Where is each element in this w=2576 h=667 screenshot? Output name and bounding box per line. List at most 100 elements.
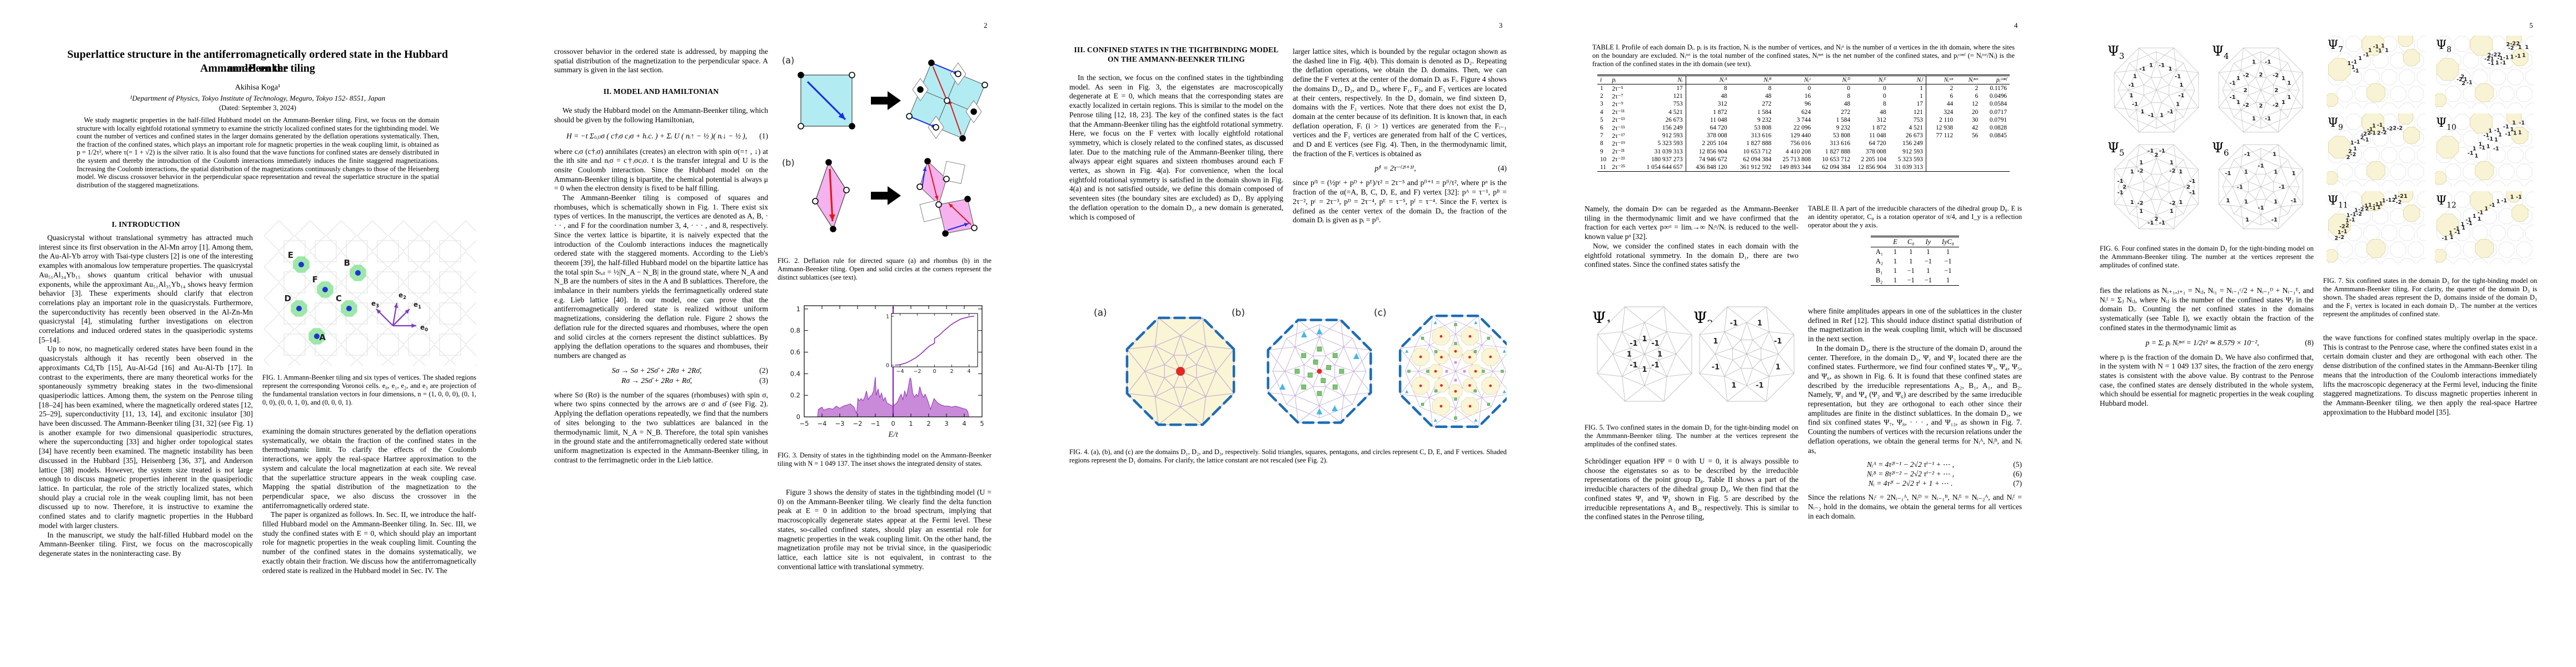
- translation-vector-label-e2: e2: [398, 291, 406, 301]
- vertex-dot-B: [355, 270, 361, 276]
- confined-state-amplitude: 1: [2497, 198, 2500, 205]
- page-number-5: 5: [2529, 21, 2533, 29]
- fig4-label-a: (a): [1094, 307, 1107, 318]
- figure-4-domains-d1-d2-d3: (a) (b) (c): [1094, 307, 1507, 429]
- confined-state-amplitude: 1: [2450, 235, 2454, 241]
- confined-state-amplitude: -2: [2510, 41, 2516, 47]
- confined-state-amplitude: 1: [2354, 207, 2358, 213]
- vertex-label-E: E: [288, 250, 293, 260]
- confined-state-amplitude: 2: [2506, 42, 2510, 48]
- paragraph: Now, we consider the confined states in …: [1585, 241, 1798, 269]
- confined-state-amplitude: -1: [2376, 48, 2382, 54]
- confined-state-amplitude: -2: [2273, 73, 2279, 79]
- confined-state-amplitude: 1: [2274, 170, 2278, 176]
- confined-state-amplitude: 1: [2479, 141, 2483, 147]
- svg-text:0: 0: [933, 369, 936, 375]
- confined-state-amplitude: 1: [2274, 199, 2278, 205]
- confined-state-amplitude: -2: [2358, 207, 2364, 213]
- paragraph: In the domain D₂, there is the structure…: [1808, 344, 2022, 455]
- page1-column1-text: Quasicrystal without translational symme…: [39, 233, 253, 559]
- section-heading-confined-states-1: III. CONFINED STATES IN THE TIGHTBINDING…: [1074, 46, 1279, 54]
- confined-state-amplitude: 1: [2287, 94, 2291, 101]
- confined-state-amplitude: 1: [2346, 213, 2350, 219]
- confined-state-amplitude: 2: [2346, 155, 2350, 161]
- vertex-label-D: D: [285, 293, 291, 303]
- svg-text:−3: −3: [835, 420, 845, 427]
- confined-state-amplitude: 1: [2281, 99, 2285, 106]
- svg-text:1: 1: [909, 420, 913, 427]
- confined-state-amplitude: -2: [2508, 45, 2514, 51]
- confined-state-amplitude: -1: [2159, 220, 2165, 226]
- confined-state-amplitude: -2: [2457, 77, 2463, 83]
- figure-6-caption: FIG. 6. Four confined states in the doma…: [2100, 245, 2314, 270]
- confined-state-amplitude: 1: [2478, 216, 2482, 222]
- psi-label-11: Ψ11: [2328, 194, 2348, 210]
- vertex-label-C: C: [336, 293, 342, 303]
- confined-state-amplitude: -1: [2503, 124, 2509, 130]
- psi-label-6: Ψ6: [2212, 140, 2229, 158]
- confined-state-amplitude: 1: [2449, 230, 2453, 236]
- confined-state-amplitude: -2: [2361, 131, 2367, 137]
- confined-state-amplitude: 1: [2141, 109, 2145, 115]
- paragraph: where finite amplitudes appears in one o…: [1808, 307, 2022, 344]
- confined-state-amplitude: -2: [2339, 223, 2345, 230]
- confined-state-amplitude: -2: [2492, 52, 2498, 58]
- paragraph: The Ammann-Beenker tiling is composed of…: [554, 193, 768, 360]
- confined-state-amplitude: 1: [2461, 221, 2465, 227]
- confined-state-amplitude: 1: [2130, 93, 2134, 99]
- confined-state-amplitude: -1: [2516, 195, 2522, 201]
- confined-state-amplitude: 2: [2365, 206, 2369, 212]
- confined-state-amplitude: -2: [2381, 130, 2387, 136]
- confined-state-amplitude: 1: [2473, 213, 2477, 220]
- confined-state-amplitude: -1: [2363, 137, 2369, 143]
- confined-state-amplitude: -1: [2515, 53, 2521, 59]
- dated-line: (Dated: September 3, 2024): [219, 104, 296, 112]
- confined-state-amplitude: 1: [2382, 198, 2386, 204]
- confined-state-amplitude: 1: [2464, 77, 2468, 83]
- svg-text:1: 1: [796, 305, 800, 313]
- confined-state-amplitude: -1: [2442, 235, 2448, 241]
- confined-state-amplitude: 2: [2392, 197, 2396, 203]
- confined-state-amplitude: 2: [2155, 216, 2159, 222]
- figure-2-caption: FIG. 2. Deflation rule for directed squa…: [778, 257, 991, 282]
- svg-text:3: 3: [944, 420, 948, 427]
- confined-state-amplitude: 1: [2510, 195, 2514, 201]
- confined-state-amplitude: -1: [2479, 145, 2485, 151]
- confined-state-amplitude: -1: [1630, 340, 1637, 348]
- confined-state-amplitude: -1: [2167, 109, 2173, 115]
- page-3: 3 III. CONFINED STATES IN THE TIGHTBINDI…: [1030, 0, 1546, 667]
- confined-state-amplitude: 1: [1776, 364, 1781, 372]
- confined-state-amplitude: 2: [2259, 103, 2263, 109]
- confined-state-amplitude: -2: [2137, 200, 2143, 206]
- confined-state-amplitude: -1: [2353, 68, 2359, 74]
- fig4-label-c: (c): [1374, 307, 1387, 318]
- confined-state-amplitude: -1: [2373, 202, 2379, 208]
- confined-state-amplitude: 1: [2244, 199, 2248, 205]
- vertex-label-B: B: [344, 258, 350, 268]
- page-2: 2 crossover behavior in the ordered stat…: [515, 0, 1030, 667]
- confined-state-amplitude: 1: [2273, 151, 2276, 157]
- vertex-dot-C: [346, 306, 352, 311]
- equation-7: Nᵢ = 4τ²ⁱ − 2√2 τⁱ + 1 + ⋯ . (7): [1868, 479, 2022, 488]
- page-5: 5 Ψ3 1 -1 1 -1 1 -1 1 -1 1 -1 1 -1 1 -1 1 -1 Ψ4 1 -1 -1 1 -1 1 1…: [2061, 0, 2576, 667]
- confined-state-amplitude: 1: [2372, 123, 2376, 129]
- table-1: i pᵢ Nᵢ Nᵢᴬ Nᵢᴮ Nᵢᶜ Nᵢᴰ Nᵢᴱ Nᵢᶠ Nᵢᵗᵒᵗ Nᵢⁿᵉᵗ pᵢᶜᵒⁿᶠ 1…: [1597, 74, 2010, 172]
- figure-2-deflation-rule: (a) (b): [782, 55, 988, 237]
- paragraph: In the section, we focus on the confined…: [1069, 73, 1283, 221]
- author-line: Akihisa Koga¹: [235, 83, 281, 92]
- vertex-dot-D: [296, 306, 302, 311]
- equation-4: pᶠⁱ = 2τ⁻⁽²ⁱ⁺³⁾, (4): [1374, 164, 1507, 173]
- confined-state-amplitude: -1: [2129, 82, 2135, 88]
- confined-state-amplitude: -1: [2117, 190, 2124, 196]
- confined-state-amplitude: 1: [2252, 116, 2256, 122]
- confined-state-amplitude: 1: [1713, 337, 1718, 346]
- confined-state-amplitude: -1: [2386, 197, 2392, 203]
- confined-state-amplitude: -1: [2175, 73, 2181, 79]
- confined-state-amplitude: -1: [2362, 203, 2368, 209]
- confined-state-amplitude: 1: [2350, 140, 2354, 146]
- svg-text:0.8: 0.8: [790, 327, 800, 335]
- equation-3: Rσ → 2Sσ̄ + 2Rσ + Rσ̄, (3): [621, 376, 768, 385]
- equation-2: Sσ → Sσ + 2Sσ̄ + 2Rσ + 2Rσ̄, (2): [611, 366, 768, 375]
- confined-state-amplitude: 1: [2473, 146, 2477, 152]
